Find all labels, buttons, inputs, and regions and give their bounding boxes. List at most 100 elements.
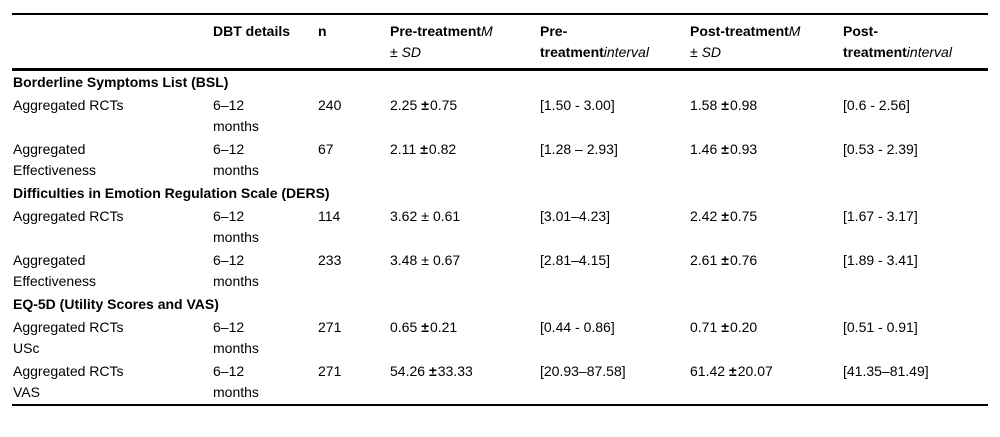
plus-minus-sign: ± xyxy=(729,363,737,379)
plus-minus-sign: ± xyxy=(420,141,428,157)
n-cell: 67 xyxy=(318,141,334,157)
plus-minus-sign: ± xyxy=(421,319,429,335)
pre-sd-value: 33.33 xyxy=(437,363,473,379)
dbt-details-cell: 6–12 months xyxy=(213,141,259,178)
post-mean-value: 2.61 xyxy=(690,252,718,268)
plus-minus-sign: ± xyxy=(421,208,429,224)
post-mean-value: 61.42 xyxy=(690,363,726,379)
row-label: Aggregated Effectiveness xyxy=(13,252,97,289)
post-sd-value: 0.93 xyxy=(729,141,758,157)
pre-label-part2: treatment xyxy=(540,44,604,60)
table-row-bsl-rcts: Aggregated RCTs 6–12 months 240 2.25 ±0.7… xyxy=(12,94,988,138)
plus-minus-sign: ± xyxy=(429,363,437,379)
pre-msd-cell: 3.48 ±0.67 xyxy=(389,249,539,293)
col-header-post-treatment-m-sd: Post-treatmentM ± SD xyxy=(689,14,842,71)
post-interval-cell: [0.53 - 2.39] xyxy=(843,141,918,157)
n-cell: 240 xyxy=(318,97,342,113)
plus-minus-sd-symbol: ± SD xyxy=(690,44,722,60)
post-sd-value: 0.76 xyxy=(729,252,758,268)
post-mean-value: 0.71 xyxy=(690,319,718,335)
plus-minus-sign: ± xyxy=(421,97,429,113)
pre-treatment-label: Pre-treatment xyxy=(390,23,482,39)
section-title: EQ-5D (Utility Scores and VAS) xyxy=(13,296,219,312)
post-interval-cell: [0.51 - 0.91] xyxy=(843,319,918,335)
pre-mean-value: 3.48 xyxy=(390,252,418,268)
post-interval-cell: [1.89 - 3.41] xyxy=(843,252,918,268)
paper-table-region: DBT details n Pre-treatmentM ± SD Pre-tre… xyxy=(12,13,988,406)
plus-minus-sign: ± xyxy=(721,319,729,335)
post-msd-cell: 61.42 ±20.07 xyxy=(689,360,842,405)
n-cell: 233 xyxy=(318,252,342,268)
post-mean-value: 1.58 xyxy=(690,97,718,113)
post-label-part1: Post- xyxy=(843,23,878,39)
post-interval-cell: [0.6 - 2.56] xyxy=(843,97,910,113)
plus-minus-sign: ± xyxy=(721,208,729,224)
table-row-ders-rcts: Aggregated RCTs 6–12 months 114 3.62 ±0.6… xyxy=(12,205,988,249)
plus-minus-sign: ± xyxy=(721,252,729,268)
row-label: Aggregated RCTs USc xyxy=(13,319,124,356)
post-interval-cell: [1.67 - 3.17] xyxy=(843,208,918,224)
section-header-row-eq5d: EQ-5D (Utility Scores and VAS) xyxy=(12,293,988,316)
dbt-details-cell: 6–12 months xyxy=(213,252,259,289)
post-msd-cell: 1.46 ±0.93 xyxy=(689,138,842,182)
post-mean-value: 1.46 xyxy=(690,141,718,157)
post-mean-value: 2.42 xyxy=(690,208,718,224)
pre-sd-value: 0.21 xyxy=(429,319,458,335)
m-symbol: M xyxy=(788,23,801,39)
plus-minus-sign: ± xyxy=(721,97,729,113)
n-cell: 271 xyxy=(318,363,342,379)
plus-minus-sign: ± xyxy=(421,252,429,268)
row-label: Aggregated RCTs xyxy=(13,97,124,113)
col-header-n-label: n xyxy=(318,23,327,39)
dbt-details-cell: 6–12 months xyxy=(213,363,259,400)
post-label-part2: treatment xyxy=(843,44,907,60)
post-msd-cell: 0.71 ±0.20 xyxy=(689,316,842,360)
post-msd-cell: 2.42 ±0.75 xyxy=(689,205,842,249)
pre-mean-value: 2.25 xyxy=(390,97,418,113)
pre-msd-cell: 3.62 ±0.61 xyxy=(389,205,539,249)
pre-msd-cell: 2.11 ±0.82 xyxy=(389,138,539,182)
col-header-pre-treatment-interval: Pre-treatmentinterval xyxy=(539,14,689,71)
pre-interval-cell: [1.28 – 2.93] xyxy=(540,141,618,157)
pre-msd-cell: 0.65 ±0.21 xyxy=(389,316,539,360)
post-msd-cell: 2.61 ±0.76 xyxy=(689,249,842,293)
row-label: Aggregated RCTs xyxy=(13,208,124,224)
pre-sd-value: 0.75 xyxy=(429,97,458,113)
post-sd-value: 0.98 xyxy=(729,97,758,113)
pre-mean-value: 2.11 xyxy=(390,141,417,157)
dbt-outcomes-table: DBT details n Pre-treatmentM ± SD Pre-tre… xyxy=(12,13,988,406)
interval-label: interval xyxy=(603,44,649,60)
pre-sd-value: 0.61 xyxy=(432,208,461,224)
pre-interval-cell: [1.50 - 3.00] xyxy=(540,97,615,113)
pre-interval-cell: [20.93–87.58] xyxy=(540,363,626,379)
pre-interval-cell: [3.01–4.23] xyxy=(540,208,611,224)
table-row-ders-effectiveness: Aggregated Effectiveness 6–12 months 233… xyxy=(12,249,988,293)
section-title: Difficulties in Emotion Regulation Scale… xyxy=(13,185,330,201)
pre-sd-value: 0.82 xyxy=(428,141,457,157)
col-header-dbt-details: DBT details xyxy=(212,14,317,71)
post-sd-value: 20.07 xyxy=(737,363,773,379)
row-label: Aggregated Effectiveness xyxy=(13,141,97,178)
pre-msd-cell: 2.25 ±0.75 xyxy=(389,94,539,138)
pre-label-part1: Pre- xyxy=(540,23,568,39)
pre-mean-value: 0.65 xyxy=(390,319,418,335)
col-header-n: n xyxy=(317,14,389,71)
post-msd-cell: 1.58 ±0.98 xyxy=(689,94,842,138)
pre-interval-cell: [2.81–4.15] xyxy=(540,252,611,268)
plus-minus-sign: ± xyxy=(721,141,729,157)
header-row: DBT details n Pre-treatmentM ± SD Pre-tre… xyxy=(12,14,988,71)
pre-interval-cell: [0.44 - 0.86] xyxy=(540,319,615,335)
m-symbol: M xyxy=(481,23,493,39)
dbt-details-cell: 6–12 months xyxy=(213,319,259,356)
section-header-row-ders: Difficulties in Emotion Regulation Scale… xyxy=(12,182,988,205)
post-interval-cell: [41.35–81.49] xyxy=(843,363,929,379)
post-sd-value: 0.75 xyxy=(729,208,758,224)
post-sd-value: 0.20 xyxy=(729,319,758,335)
section-header-row-bsl: Borderline Symptoms List (BSL) xyxy=(12,70,988,95)
n-cell: 271 xyxy=(318,319,342,335)
pre-mean-value: 3.62 xyxy=(390,208,418,224)
table-row-eq5d-vas: Aggregated RCTs VAS 6–12 months 271 54.2… xyxy=(12,360,988,405)
col-header-post-treatment-interval: Post-treatmentinterval xyxy=(842,14,988,71)
section-title: Borderline Symptoms List (BSL) xyxy=(13,74,229,90)
table-row-bsl-effectiveness: Aggregated Effectiveness 6–12 months 67 … xyxy=(12,138,988,182)
